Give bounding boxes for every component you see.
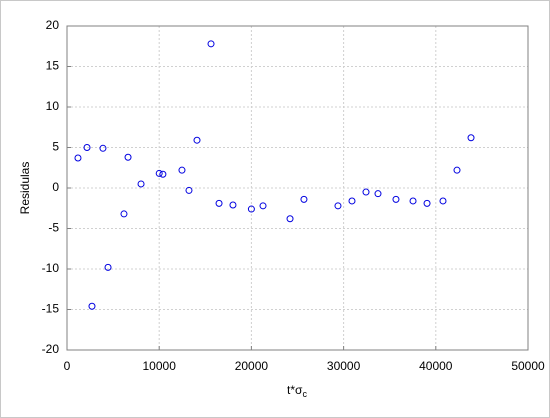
point <box>193 136 201 144</box>
x-tick-label: 30000 <box>327 359 361 373</box>
x-tick-label: 0 <box>64 359 71 373</box>
y-tick-label: -5 <box>48 221 59 235</box>
y-axis-label: Residulas <box>18 162 32 215</box>
x-tick-label: 10000 <box>143 359 177 373</box>
point <box>286 215 294 223</box>
y-tick-label: -15 <box>42 302 60 316</box>
point <box>423 199 431 207</box>
point <box>259 202 267 210</box>
point <box>104 263 112 271</box>
y-tick-label: -20 <box>42 342 60 356</box>
point <box>185 186 193 194</box>
point <box>74 154 82 162</box>
point <box>207 40 215 48</box>
x-axis-label-text: t*σ <box>287 383 303 397</box>
point <box>348 197 356 205</box>
point <box>453 166 461 174</box>
y-tick-label: -10 <box>42 261 60 275</box>
point <box>99 144 107 152</box>
point <box>300 195 308 203</box>
x-tick-label: 40000 <box>419 359 453 373</box>
point <box>155 169 163 177</box>
point <box>137 180 145 188</box>
x-axis-label-subscript: c <box>302 389 307 399</box>
x-tick-label: 50000 <box>511 359 545 373</box>
point <box>178 166 186 174</box>
y-tick-label: 5 <box>52 140 59 154</box>
point <box>409 197 417 205</box>
point <box>439 197 447 205</box>
point <box>362 188 370 196</box>
point <box>247 205 255 213</box>
y-tick-label: 20 <box>46 18 60 32</box>
y-tick-label: 10 <box>46 99 60 113</box>
point <box>120 210 128 218</box>
point <box>334 202 342 210</box>
x-tick-label: 20000 <box>235 359 269 373</box>
point <box>229 201 237 209</box>
point <box>83 144 91 151</box>
point <box>374 190 382 198</box>
point <box>159 170 167 178</box>
x-axis-label: t*σc <box>287 383 307 399</box>
y-tick-label: 15 <box>46 59 60 73</box>
point <box>392 195 400 203</box>
y-tick-label: 0 <box>52 180 59 194</box>
point <box>124 153 132 161</box>
point <box>215 199 223 207</box>
point <box>88 302 96 310</box>
point <box>467 134 475 142</box>
